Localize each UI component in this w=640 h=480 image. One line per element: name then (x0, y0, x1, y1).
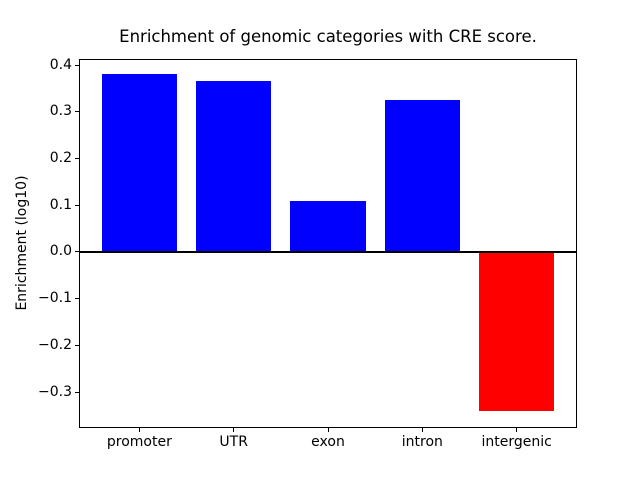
x-tick-mark (516, 428, 518, 432)
x-tick-label-UTR: UTR (219, 434, 248, 450)
y-tick-mark (75, 344, 79, 346)
x-tick-label-intron: intron (401, 434, 443, 450)
bar-intergenic (478, 251, 555, 411)
y-tick-mark (75, 157, 79, 159)
bar-UTR (195, 81, 272, 252)
y-tick-mark (75, 251, 79, 253)
y-tick-mark (75, 391, 79, 393)
y-tick-label: 0.2 (49, 149, 72, 166)
x-tick-mark (138, 428, 140, 432)
y-tick-mark (75, 111, 79, 113)
y-tick-label: 0.1 (49, 196, 72, 213)
y-tick-label: 0.3 (49, 103, 72, 120)
x-tick-mark (421, 428, 423, 432)
x-tick-mark (233, 428, 235, 432)
x-tick-mark (327, 428, 329, 432)
y-tick-label: 0.4 (49, 56, 72, 73)
y-tick-mark (75, 64, 79, 66)
y-tick-label: 0.0 (49, 243, 72, 260)
zero-line (79, 250, 577, 253)
x-tick-label-intergenic: intergenic (481, 434, 552, 450)
y-tick-label: −0.2 (38, 336, 72, 353)
x-tick-label-promoter: promoter (106, 434, 172, 450)
chart-title: Enrichment of genomic categories with CR… (119, 27, 537, 46)
bar-intron (384, 100, 461, 252)
y-tick-label: −0.3 (38, 383, 72, 400)
bar-promoter (101, 74, 178, 252)
y-tick-label: −0.1 (38, 290, 72, 307)
x-tick-label-exon: exon (311, 434, 345, 450)
y-tick-mark (75, 204, 79, 206)
y-tick-mark (75, 298, 79, 300)
bar-exon (290, 200, 366, 252)
